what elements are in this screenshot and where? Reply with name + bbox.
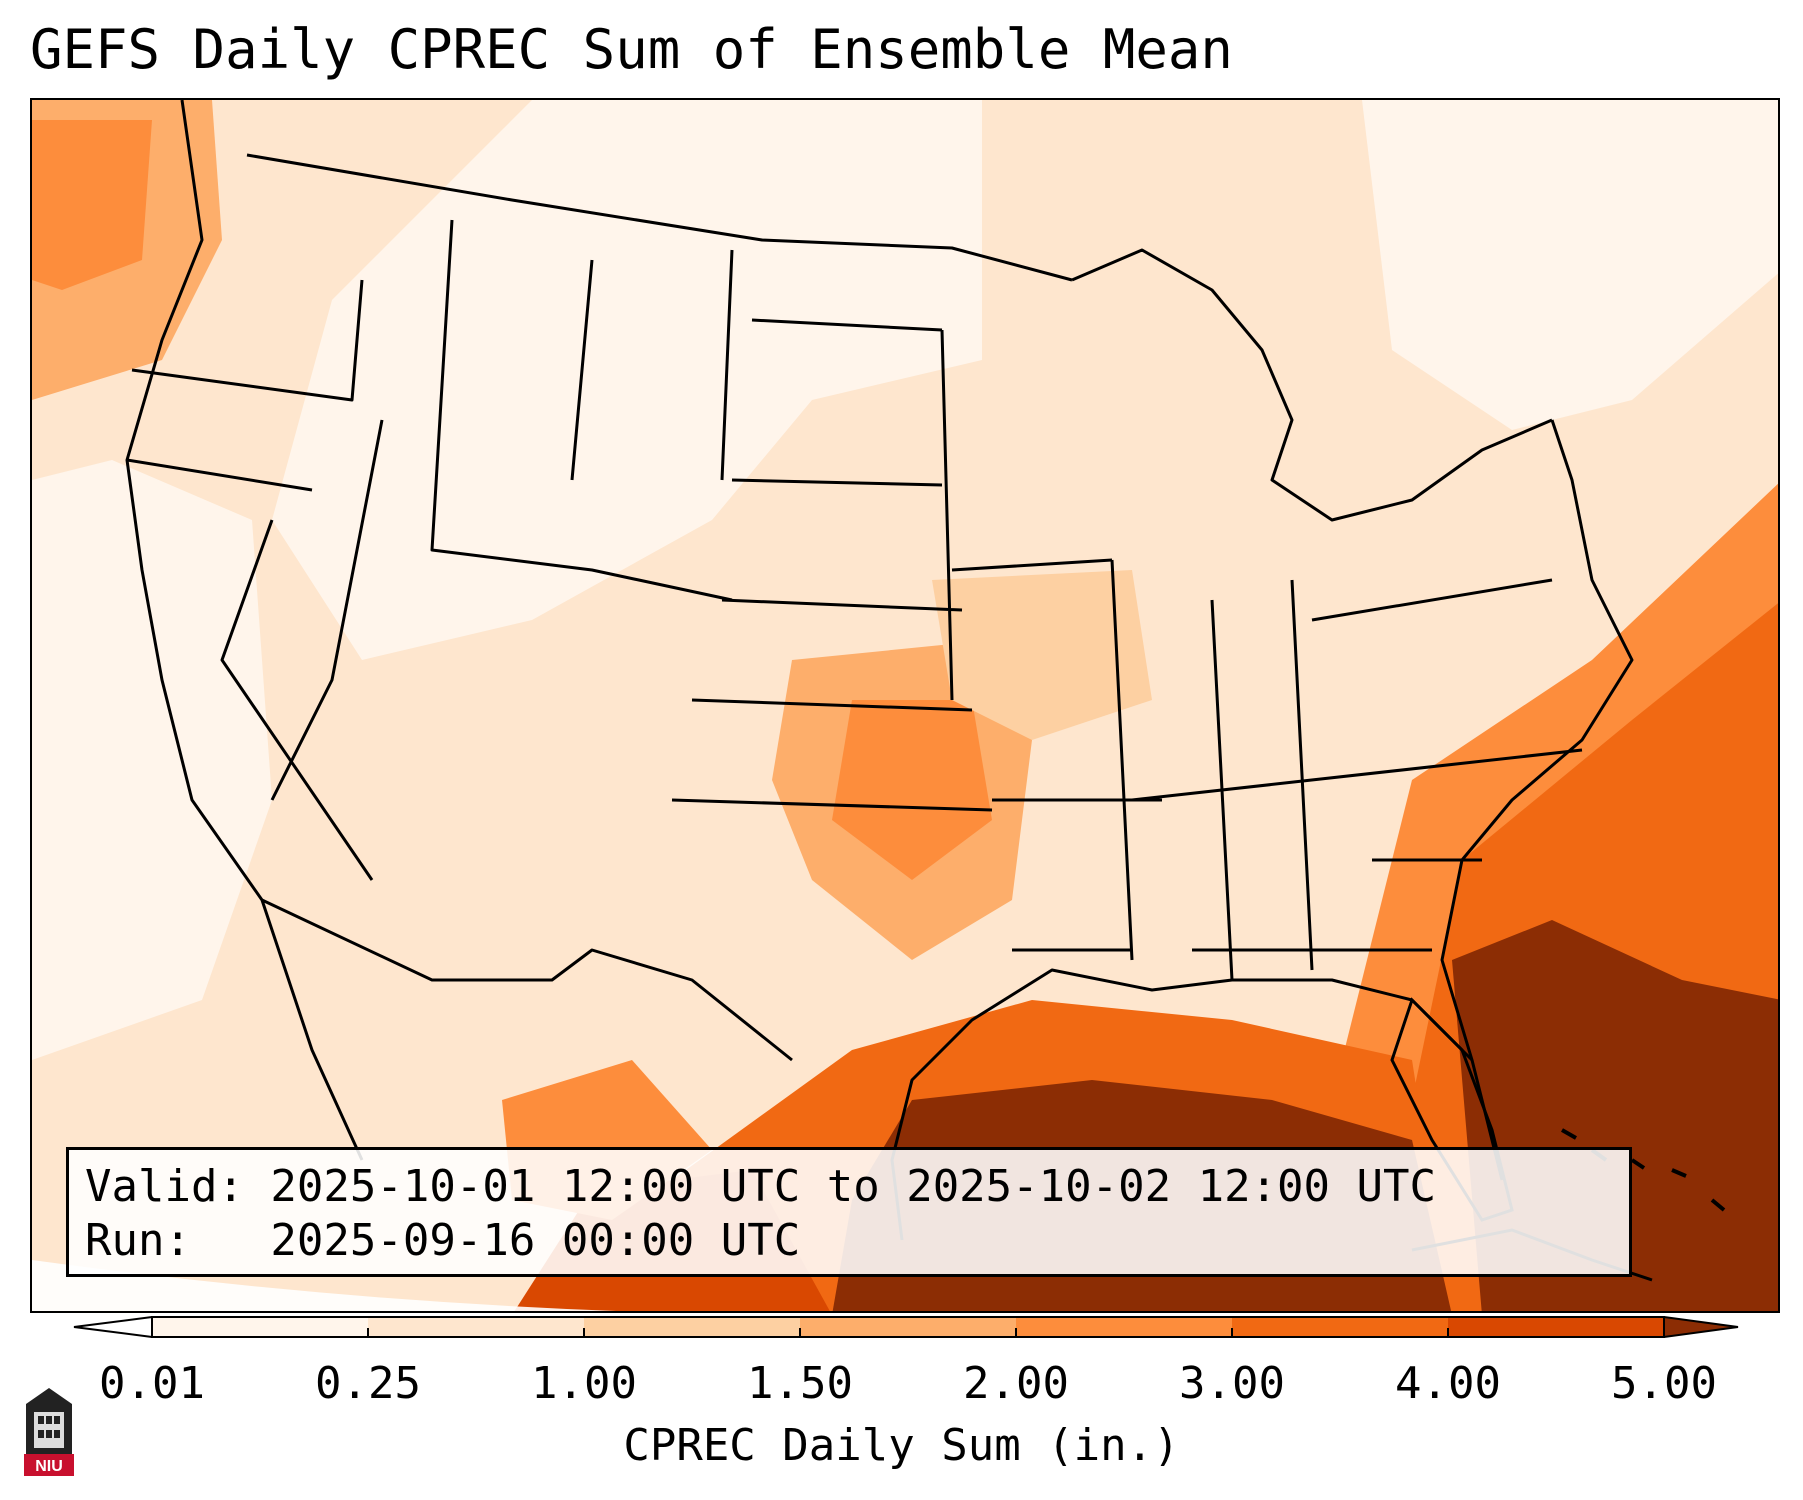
valid-run-box: Valid: 2025-10-01 12:00 UTC to 2025-10-0… bbox=[66, 1147, 1632, 1277]
colorbar-segment bbox=[152, 1317, 368, 1337]
valid-line: Valid: 2025-10-01 12:00 UTC to 2025-10-0… bbox=[85, 1161, 1437, 1212]
map-panel bbox=[30, 98, 1780, 1313]
precip-pnw-core bbox=[32, 120, 152, 290]
svg-text:NIU: NIU bbox=[35, 1458, 63, 1475]
run-line: Run: 2025-09-16 00:00 UTC bbox=[85, 1215, 801, 1266]
boundaries bbox=[125, 100, 1634, 1241]
colorbar bbox=[73, 1316, 1739, 1338]
colorbar-segment bbox=[368, 1317, 584, 1337]
colorbar-segment bbox=[800, 1317, 1016, 1337]
colorbar-extend-max bbox=[1663, 1316, 1739, 1338]
state-lines-central bbox=[951, 558, 1314, 981]
colorbar-segment bbox=[1232, 1317, 1448, 1337]
colorbar-tick-label: 2.00 bbox=[963, 1358, 1069, 1409]
state-lines-west bbox=[126, 279, 384, 881]
precip-midwest bbox=[932, 570, 1152, 740]
outside-domain bbox=[32, 1260, 617, 1311]
map-title: GEFS Daily CPREC Sum of Ensemble Mean bbox=[30, 18, 1233, 81]
state-lines-mountain bbox=[430, 219, 943, 602]
east-coastline bbox=[1440, 419, 1634, 1181]
precip-map bbox=[32, 100, 1778, 1311]
mexico-border bbox=[261, 898, 793, 1062]
colorbar-tick-label: 1.00 bbox=[531, 1358, 637, 1409]
precip-field-light-west bbox=[32, 460, 272, 1060]
precip-field-light-northeast bbox=[1362, 100, 1778, 430]
state-lines-plains bbox=[671, 329, 993, 812]
colorbar-tick-label: 0.01 bbox=[99, 1358, 205, 1409]
canada-border bbox=[246, 153, 1073, 282]
colorbar-tick-label: 5.00 bbox=[1611, 1358, 1717, 1409]
precip-plains-core bbox=[832, 700, 992, 880]
colorbar-tick-label: 1.50 bbox=[747, 1358, 853, 1409]
colorbar-tick-label: 0.25 bbox=[315, 1358, 421, 1409]
colorbar-segment bbox=[584, 1317, 800, 1337]
west-coastline bbox=[125, 100, 364, 1161]
colorbar-tick-label: 3.00 bbox=[1179, 1358, 1285, 1409]
state-lines-east bbox=[1131, 578, 1583, 952]
colorbar-tick-label: 4.00 bbox=[1395, 1358, 1501, 1409]
colorbar-label: CPREC Daily Sum (in.) bbox=[623, 1420, 1180, 1471]
niu-logo: NIU bbox=[24, 1388, 74, 1476]
colorbar-extend-min bbox=[73, 1316, 153, 1338]
gulf-coastline bbox=[890, 968, 1474, 1241]
colorbar-segment bbox=[1448, 1317, 1664, 1337]
great-lakes-coast bbox=[1071, 248, 1553, 522]
colorbar-segment bbox=[1016, 1317, 1232, 1337]
